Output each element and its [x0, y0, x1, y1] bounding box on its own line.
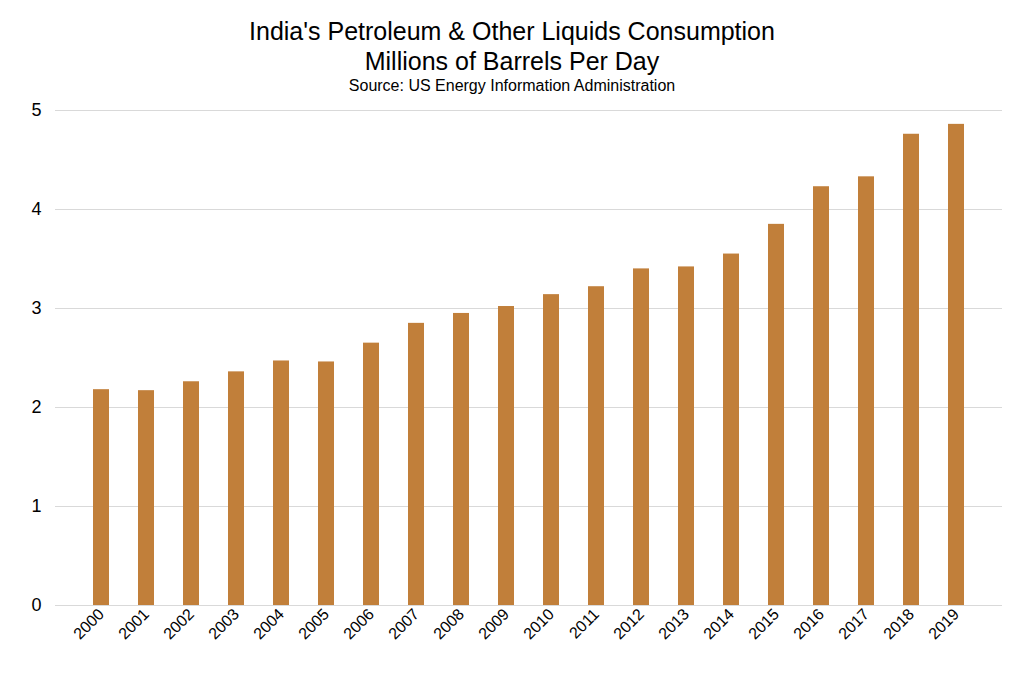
svg-text:2013: 2013 [655, 605, 692, 642]
svg-text:2001: 2001 [115, 605, 152, 642]
svg-text:2005: 2005 [295, 605, 332, 642]
svg-text:0: 0 [31, 595, 41, 615]
svg-text:5: 5 [31, 100, 41, 120]
svg-text:2010: 2010 [520, 605, 557, 642]
html-text:Source: US Energy Information: Source: US Energy Information Administra… [348, 77, 676, 94]
svg-text:2008: 2008 [430, 605, 467, 642]
svg-text:2014: 2014 [700, 605, 737, 642]
svg-text:4: 4 [31, 199, 41, 219]
html-text:India's Petroleum & Other Liqu: India's Petroleum & Other Liquids Consum… [249, 17, 775, 45]
svg-text:2000: 2000 [70, 605, 107, 642]
svg-text:2002: 2002 [160, 605, 197, 642]
html-text:Millions of Barrels Per Day: Millions of Barrels Per Day [364, 47, 660, 75]
svg-text:3: 3 [31, 298, 41, 318]
svg-text:1: 1 [31, 496, 41, 516]
svg-text:2015: 2015 [745, 605, 782, 642]
svg-text:2009: 2009 [475, 605, 512, 642]
svg-text:2004: 2004 [250, 605, 287, 642]
svg-text:2003: 2003 [205, 605, 242, 642]
svg-text:2: 2 [31, 397, 41, 417]
svg-text:2011: 2011 [566, 605, 602, 641]
svg-text:2007: 2007 [385, 605, 422, 642]
svg-text:2006: 2006 [340, 605, 377, 642]
svg-text:2019: 2019 [925, 605, 962, 642]
svg-text:2012: 2012 [610, 605, 647, 642]
svg-text:2018: 2018 [880, 605, 917, 642]
svg-text:2016: 2016 [790, 605, 827, 642]
svg-text:2017: 2017 [835, 605, 872, 642]
